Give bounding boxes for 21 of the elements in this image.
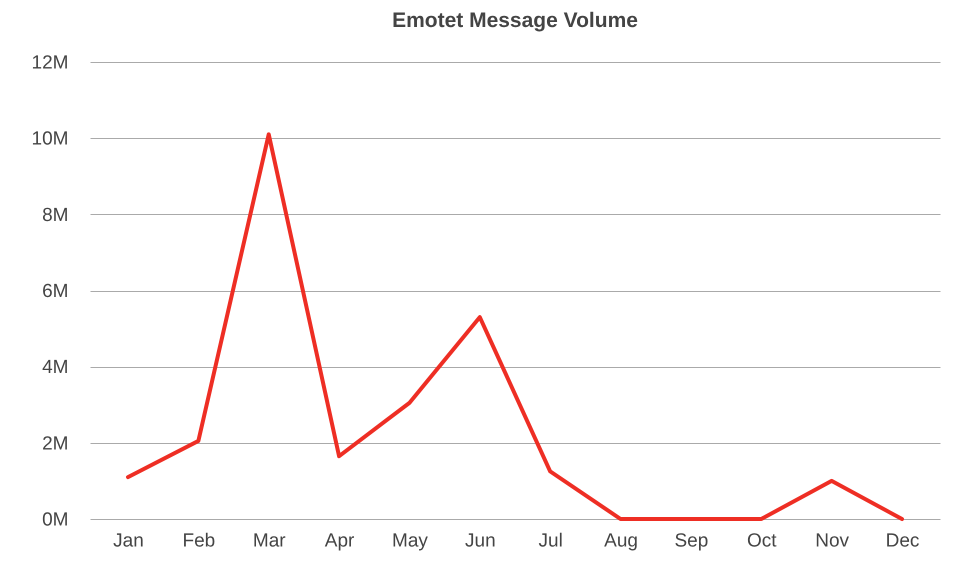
y-tick-label: 12M [32, 52, 68, 74]
x-tick-label: Jan [113, 530, 144, 552]
x-tick-label: Aug [604, 530, 638, 552]
x-tick-label: Dec [886, 530, 920, 552]
x-tick-label: Sep [674, 530, 708, 552]
x-tick-label: Jul [538, 530, 563, 552]
y-tick-label: 2M [42, 433, 68, 454]
line-series [126, 132, 904, 521]
y-tick-label: 8M [42, 204, 68, 226]
y-tick-label: 0M [42, 510, 68, 530]
x-tick-label: Oct [746, 530, 778, 552]
chart-title: Emotet Message Volume [392, 9, 638, 32]
x-tick-label: Mar [252, 530, 286, 552]
x-tick-label: Jun [465, 530, 496, 552]
x-tick-label: May [392, 530, 428, 552]
y-tick-label: 10M [32, 128, 68, 150]
y-tick-label: 6M [42, 281, 68, 302]
x-tick-label: Nov [815, 530, 850, 552]
x-tick-label: Apr [324, 530, 356, 552]
x-tick-label: Feb [182, 530, 216, 552]
y-tick-label: 4M [42, 357, 68, 378]
